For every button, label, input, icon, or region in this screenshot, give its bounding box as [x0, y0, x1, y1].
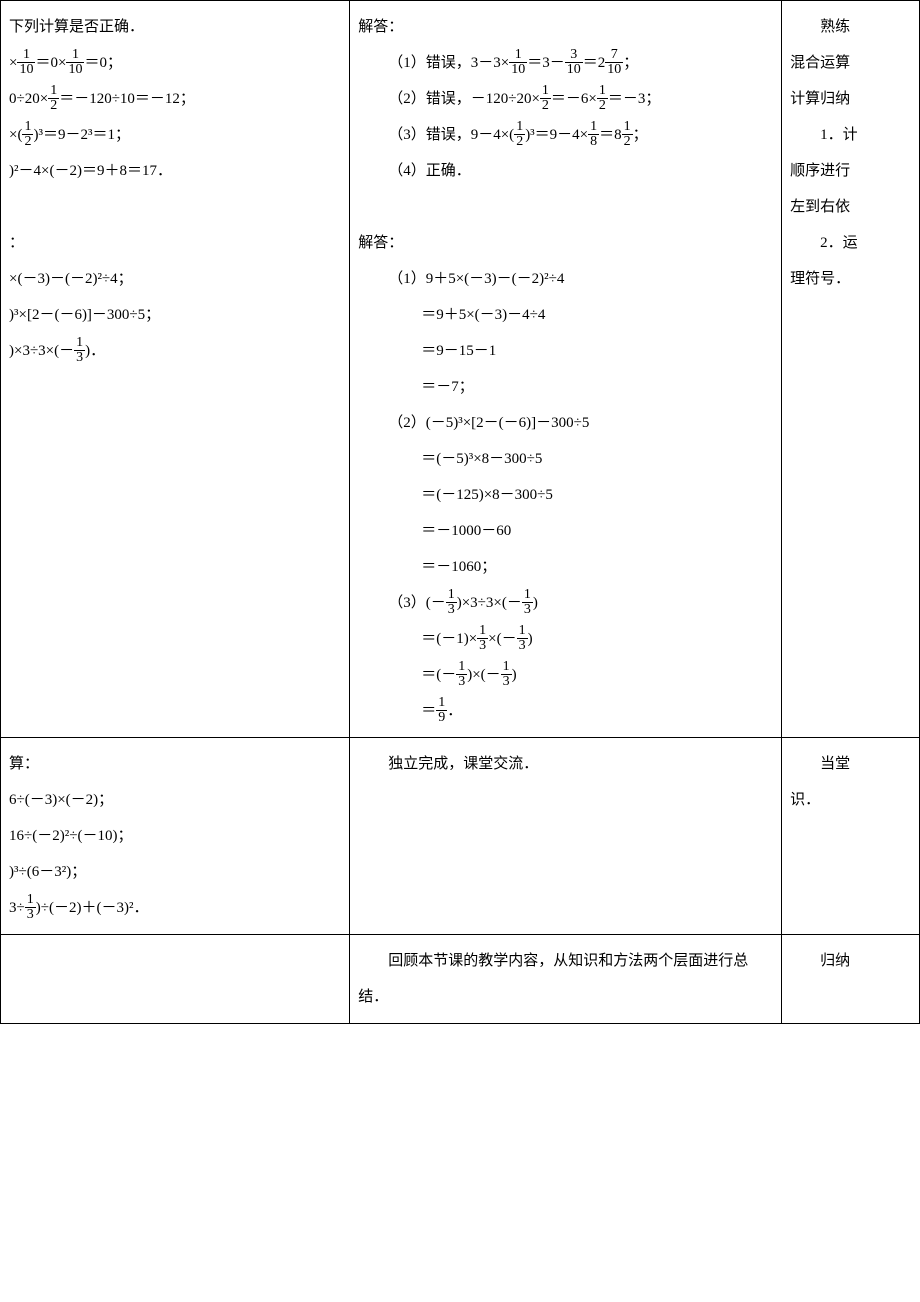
sol2-5: ＝－1060；	[358, 549, 761, 585]
q4: )²－4×(－2)＝9＋8＝17．	[9, 153, 345, 189]
sol3-4: ＝19．	[358, 693, 761, 729]
ans2: （2）错误，－120÷20×12＝－6×12＝－3；	[358, 81, 761, 117]
q7: )×3÷3×(－13)．	[9, 333, 345, 369]
sol1-2: ＝9＋5×(－3)－4÷4	[358, 297, 761, 333]
note2: 混合运算	[790, 45, 915, 81]
ex1: 6÷(－3)×(－2)；	[9, 782, 345, 818]
r3c3-text: 归纳	[790, 943, 915, 979]
r3c2-text: 回顾本节课的教学内容，从知识和方法两个层面进行总结．	[358, 943, 777, 1015]
worksheet-table: 下列计算是否正确． ×110＝0×110＝0； 0÷20×12＝－120÷10＝…	[0, 0, 920, 1024]
ans-h1: 解答：	[358, 9, 761, 45]
sol3-3: ＝(－13)×(－13)	[358, 657, 761, 693]
sol1-1: （1）9＋5×(－3)－(－2)²÷4	[358, 261, 761, 297]
cell-r3c3: 归纳	[782, 935, 920, 1024]
ans4: （4）正确．	[358, 153, 761, 189]
sol3-1: （3）(－13)×3÷3×(－13)	[358, 585, 761, 621]
q-sep: ：	[9, 225, 345, 261]
r2c3-b: 识．	[790, 782, 915, 818]
cell-r1c1: 下列计算是否正确． ×110＝0×110＝0； 0÷20×12＝－120÷10＝…	[1, 1, 350, 738]
q3: ×(12)³＝9－2³＝1；	[9, 117, 345, 153]
cell-r1c2: 解答： （1）错误，3－3×110＝3－310＝2710； （2）错误，－120…	[350, 1, 782, 738]
note3: 计算归纳	[790, 81, 915, 117]
sol1-3: ＝9－15－1	[358, 333, 761, 369]
cell-r3c1	[1, 935, 350, 1024]
sol1-4: ＝－7；	[358, 369, 761, 405]
ex4: 3÷13)÷(－2)＋(－3)²．	[9, 890, 345, 926]
note8: 理符号．	[790, 261, 915, 297]
ex3: )³÷(6－3²)；	[9, 854, 345, 890]
cell-r2c2: 独立完成，课堂交流．	[350, 738, 782, 935]
note6: 左到右依	[790, 189, 915, 225]
sol2-1: （2）(－5)³×[2－(－6)]－300÷5	[358, 405, 761, 441]
cell-r2c1: 算： 6÷(－3)×(－2)； 16÷(－2)²÷(－10)； )³÷(6－3²…	[1, 738, 350, 935]
ans1: （1）错误，3－3×110＝3－310＝2710；	[358, 45, 761, 81]
q1: ×110＝0×110＝0；	[9, 45, 345, 81]
ex-h: 算：	[9, 746, 345, 782]
q5: ×(－3)－(－2)²÷4；	[9, 261, 345, 297]
sol2-4: ＝－1000－60	[358, 513, 761, 549]
note7: 2．运	[790, 225, 915, 261]
r2c2-text: 独立完成，课堂交流．	[358, 746, 777, 782]
cell-r2c3: 当堂 识．	[782, 738, 920, 935]
sol3-2: ＝(－1)×13×(－13)	[358, 621, 761, 657]
cell-r3c2: 回顾本节课的教学内容，从知识和方法两个层面进行总结．	[350, 935, 782, 1024]
r2c3-a: 当堂	[790, 746, 915, 782]
q2: 0÷20×12＝－120÷10＝－12；	[9, 81, 345, 117]
cell-r1c3: 熟练 混合运算 计算归纳 1．计 顺序进行 左到右依 2．运 理符号．	[782, 1, 920, 738]
note5: 顺序进行	[790, 153, 915, 189]
ans-h2: 解答：	[358, 225, 761, 261]
sol2-2: ＝(－5)³×8－300÷5	[358, 441, 761, 477]
note1: 熟练	[790, 9, 915, 45]
ans3: （3）错误，9－4×(12)³＝9－4×18＝812；	[358, 117, 761, 153]
note4: 1．计	[790, 117, 915, 153]
sol2-3: ＝(－125)×8－300÷5	[358, 477, 761, 513]
q6: )³×[2－(－6)]－300÷5；	[9, 297, 345, 333]
ex2: 16÷(－2)²÷(－10)；	[9, 818, 345, 854]
q-intro: 下列计算是否正确．	[9, 9, 345, 45]
